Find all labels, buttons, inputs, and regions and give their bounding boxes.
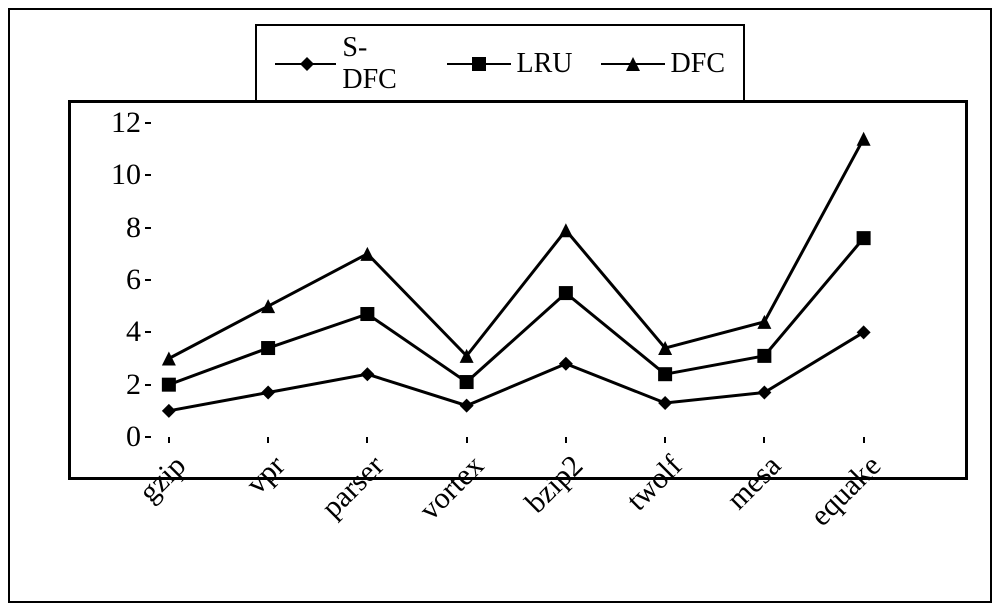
x-tick-mark — [366, 437, 368, 443]
marker-diamond-icon — [162, 404, 176, 418]
x-tick-mark — [664, 437, 666, 443]
x-tick-mark — [466, 437, 468, 443]
plot-area: 024681012gzipvprparservortexbzip2twolfme… — [151, 123, 945, 437]
marker-diamond-icon — [857, 325, 871, 339]
legend-item-lru: LRU — [447, 48, 573, 80]
x-tick-label: mesa — [694, 449, 789, 544]
marker-triangle-icon — [559, 223, 573, 237]
x-tick-mark — [267, 437, 269, 443]
y-tick-mark — [145, 436, 151, 438]
x-tick-mark — [168, 437, 170, 443]
marker-triangle-icon — [162, 352, 176, 366]
y-tick-mark — [145, 174, 151, 176]
legend-label: S-DFC — [342, 32, 418, 96]
legend-swatch — [275, 52, 336, 76]
y-tick-mark — [145, 331, 151, 333]
plot-frame: 024681012gzipvprparservortexbzip2twolfme… — [68, 100, 968, 480]
y-tick-label: 12 — [111, 106, 141, 140]
plot-svg — [151, 123, 945, 437]
marker-square-icon — [757, 349, 771, 363]
marker-diamond-icon — [559, 357, 573, 371]
y-tick-label: 6 — [126, 263, 141, 297]
marker-square-icon — [857, 231, 871, 245]
marker-diamond-icon — [360, 367, 374, 381]
marker-triangle-icon — [857, 132, 871, 146]
legend-swatch — [447, 52, 511, 76]
legend: S-DFC LRU DFC — [255, 24, 745, 104]
marker-square-icon — [360, 307, 374, 321]
y-tick-mark — [145, 227, 151, 229]
marker-square-icon — [460, 375, 474, 389]
x-tick-label: vortex — [396, 449, 491, 544]
x-tick-label: twolf — [594, 449, 689, 544]
y-tick-label: 8 — [126, 211, 141, 245]
chart-outer-frame: S-DFCLRUDFC 024681012gzipvprparservortex… — [8, 8, 992, 603]
y-tick-mark — [145, 122, 151, 124]
marker-triangle-icon — [360, 247, 374, 261]
y-tick-mark — [145, 279, 151, 281]
x-tick-label: gzip — [98, 449, 193, 544]
y-tick-mark — [145, 384, 151, 386]
x-tick-mark — [565, 437, 567, 443]
legend-item-s-dfc: S-DFC — [275, 32, 419, 96]
x-tick-label: parser — [297, 449, 392, 544]
x-tick-label: bzip2 — [495, 449, 590, 544]
x-tick-mark — [863, 437, 865, 443]
x-tick-mark — [763, 437, 765, 443]
y-tick-label: 4 — [126, 315, 141, 349]
legend-label: LRU — [517, 48, 573, 80]
y-tick-label: 10 — [111, 158, 141, 192]
x-tick-label: equake — [793, 449, 888, 544]
y-tick-label: 0 — [126, 420, 141, 454]
legend-item-dfc: DFC — [601, 48, 725, 80]
marker-square-icon — [658, 367, 672, 381]
marker-triangle-icon — [261, 299, 275, 313]
marker-square-icon — [162, 378, 176, 392]
x-tick-label: vpr — [197, 449, 292, 544]
marker-square-icon — [559, 286, 573, 300]
marker-diamond-icon — [460, 399, 474, 413]
marker-diamond-icon — [261, 386, 275, 400]
y-tick-label: 2 — [126, 368, 141, 402]
marker-diamond-icon — [658, 396, 672, 410]
marker-diamond-icon — [757, 386, 771, 400]
marker-square-icon — [261, 341, 275, 355]
legend-label: DFC — [671, 48, 725, 80]
legend-swatch — [601, 52, 665, 76]
